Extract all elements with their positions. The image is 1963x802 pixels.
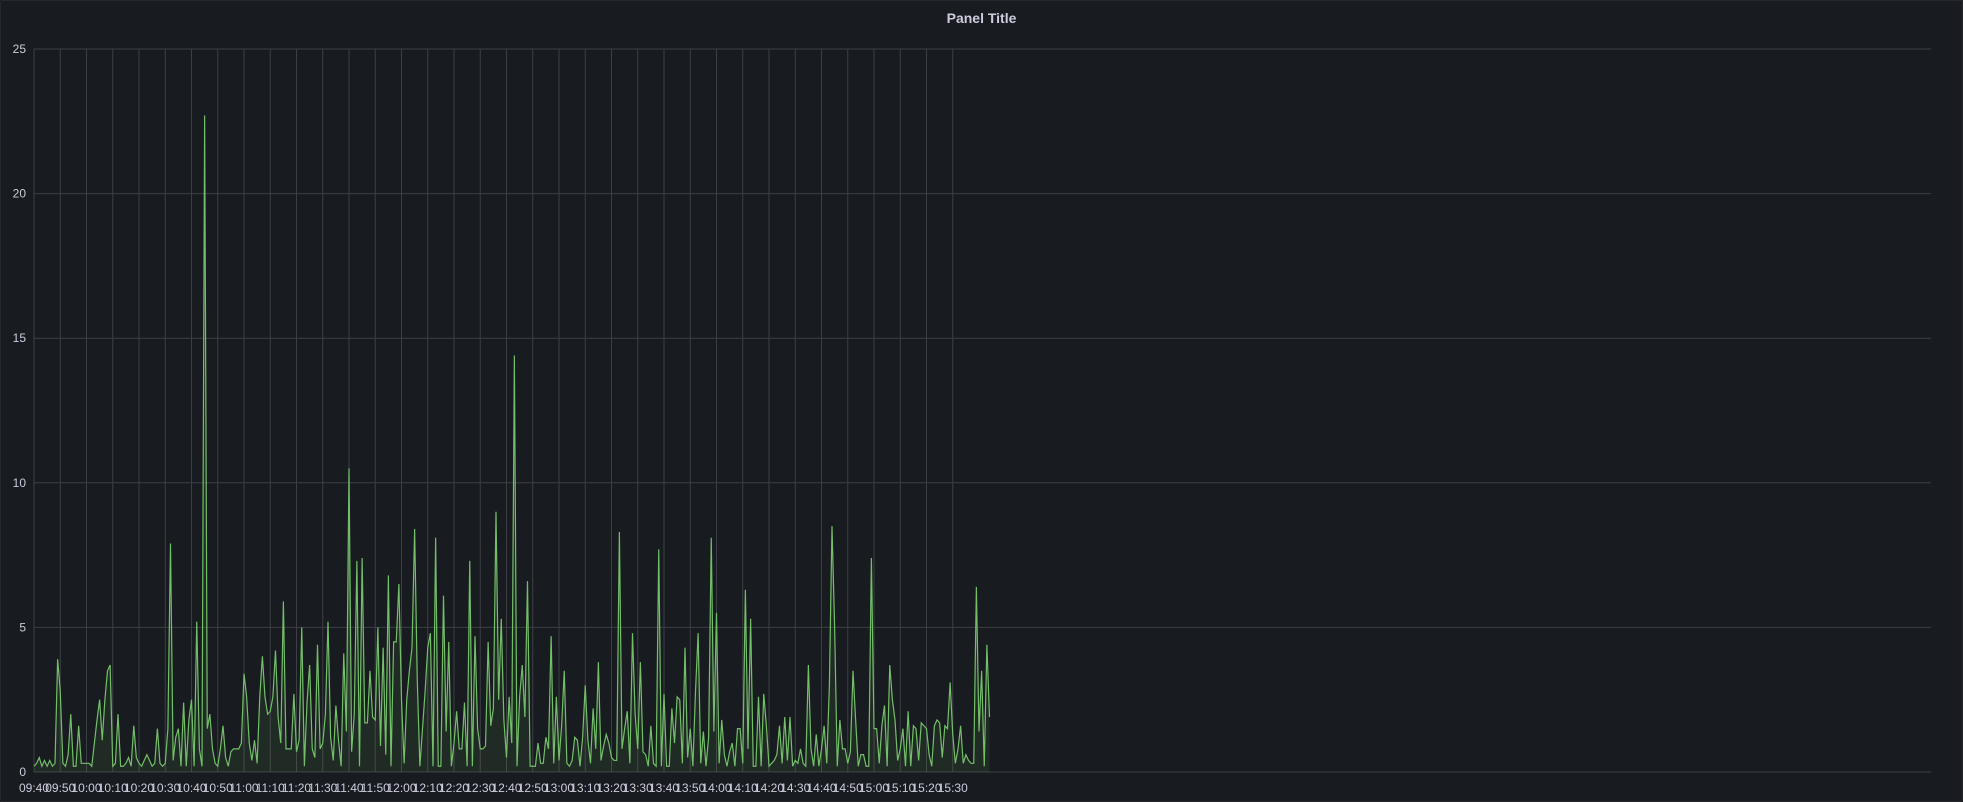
y-tick-label: 25 xyxy=(13,42,27,56)
x-tick-label: 10:30 xyxy=(150,781,180,795)
x-tick-label: 13:20 xyxy=(596,781,626,795)
y-tick-label: 10 xyxy=(13,476,27,490)
x-tick-label: 13:10 xyxy=(570,781,600,795)
x-tick-label: 11:10 xyxy=(256,781,285,795)
x-tick-label: 12:30 xyxy=(465,781,495,795)
x-tick-label: 15:00 xyxy=(859,781,889,795)
x-tick-label: 12:50 xyxy=(518,781,548,795)
x-tick-label: 12:00 xyxy=(386,781,416,795)
x-tick-label: 15:10 xyxy=(885,781,915,795)
x-tick-label: 09:40 xyxy=(19,781,49,795)
y-tick-label: 20 xyxy=(13,187,27,201)
x-tick-label: 11:00 xyxy=(229,781,258,795)
chart-series xyxy=(33,115,991,772)
x-tick-label: 14:40 xyxy=(806,781,836,795)
x-tick-label: 12:20 xyxy=(439,781,469,795)
x-tick-label: 12:40 xyxy=(491,781,521,795)
x-tick-label: 14:10 xyxy=(728,781,758,795)
x-tick-label: 11:50 xyxy=(361,781,390,795)
x-tick-label: 10:40 xyxy=(176,781,206,795)
y-tick-label: 15 xyxy=(13,331,27,345)
chart-axes: 0 5 10 15 20 25 09:4009:5010:0010:1010:2010:30… xyxy=(13,42,968,795)
y-tick-label: 0 xyxy=(19,765,26,779)
panel-title[interactable]: Panel Title xyxy=(946,10,1017,26)
x-tick-label: 10:50 xyxy=(203,781,233,795)
x-tick-label: 13:00 xyxy=(544,781,574,795)
y-tick-label: 5 xyxy=(19,620,26,634)
x-tick-label: 13:50 xyxy=(675,781,705,795)
x-tick-label: 14:00 xyxy=(701,781,731,795)
chart-grid xyxy=(33,48,1931,773)
series-line[interactable] xyxy=(33,115,991,768)
x-tick-label: 09:50 xyxy=(45,781,75,795)
x-tick-label: 14:30 xyxy=(780,781,810,795)
x-tick-label: 14:20 xyxy=(754,781,784,795)
x-tick-label: 10:00 xyxy=(71,781,101,795)
x-tick-label: 13:30 xyxy=(623,781,653,795)
x-tick-label: 11:20 xyxy=(282,781,311,795)
x-tick-label: 12:10 xyxy=(413,781,443,795)
x-tick-label: 15:30 xyxy=(938,781,968,795)
x-tick-label: 11:40 xyxy=(334,781,363,795)
x-tick-label: 11:30 xyxy=(308,781,337,795)
x-tick-label: 14:50 xyxy=(833,781,863,795)
x-tick-label: 10:10 xyxy=(98,781,128,795)
x-tick-label: 13:40 xyxy=(649,781,679,795)
x-tick-label: 10:20 xyxy=(124,781,154,795)
x-tick-label: 15:20 xyxy=(911,781,941,795)
